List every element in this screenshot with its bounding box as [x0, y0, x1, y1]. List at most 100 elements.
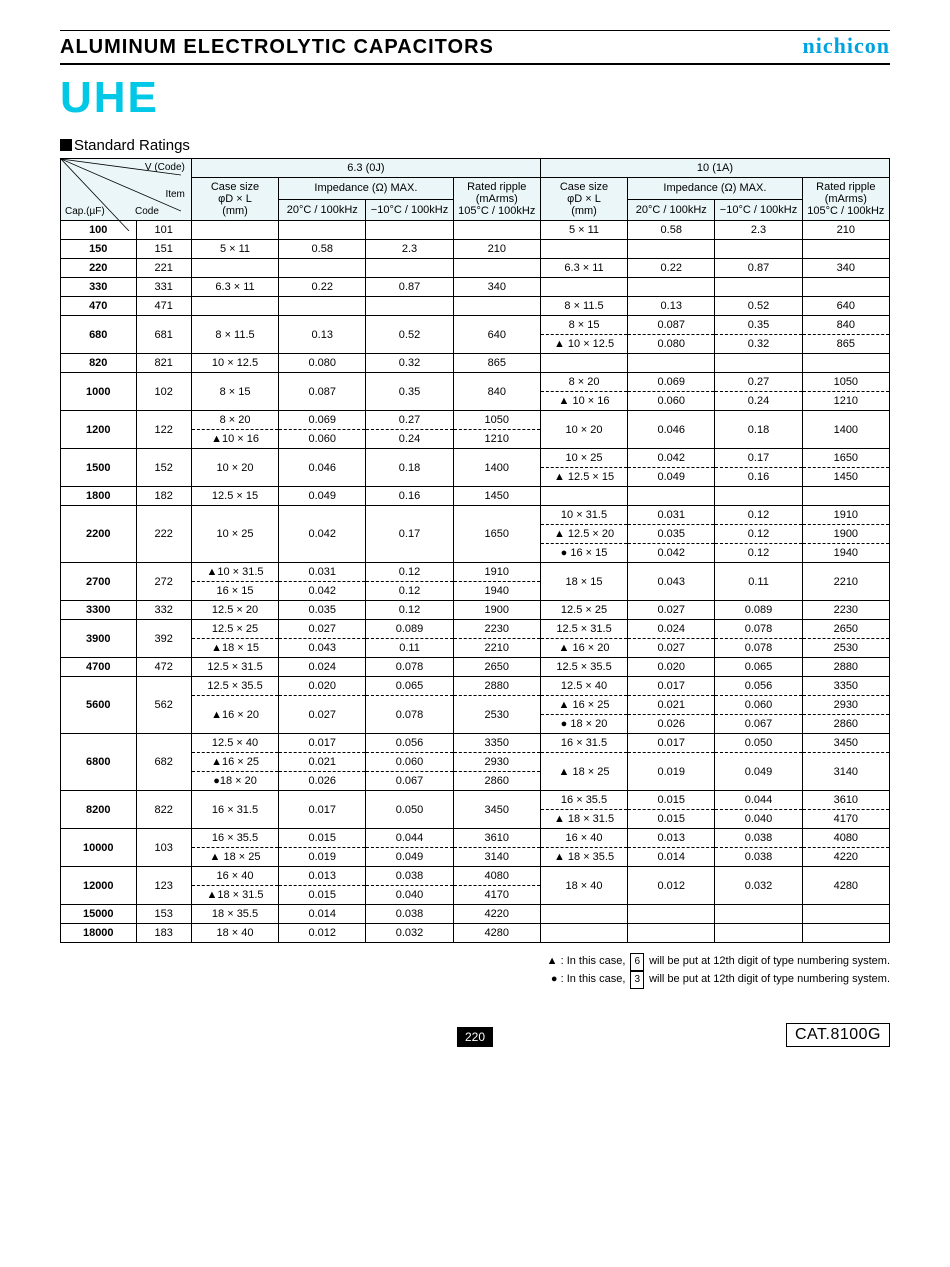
- cell-b-r: [802, 278, 889, 297]
- cell-cap: 6800: [61, 734, 137, 791]
- cell-a-r: [453, 221, 540, 240]
- cell-b-i20: 0.031: [628, 506, 715, 525]
- cell-a-r: 3610: [453, 829, 540, 848]
- cell-a-r: 210: [453, 240, 540, 259]
- cell-b-i20: [628, 240, 715, 259]
- cell-a-im: 0.032: [366, 924, 453, 943]
- fn-cir-tail: will be put at 12th digit of type number…: [649, 973, 890, 985]
- cell-a-case: ▲18 × 31.5: [191, 886, 278, 905]
- cell-a-i20: 0.049: [279, 487, 366, 506]
- cell-a-case: [191, 221, 278, 240]
- cell-code: 153: [136, 905, 191, 924]
- cell-b-i20: [628, 487, 715, 506]
- cell-a-case: 18 × 40: [191, 924, 278, 943]
- cell-a-i20: 0.019: [279, 848, 366, 867]
- cell-a-i20: 0.042: [279, 582, 366, 601]
- cell-b-r: [802, 905, 889, 924]
- cell-b-r: 1210: [802, 392, 889, 411]
- cell-a-case: [191, 297, 278, 316]
- cell-b-i20: 0.012: [628, 867, 715, 905]
- cell-b-im: 0.18: [715, 411, 802, 449]
- cell-b-im: 0.12: [715, 506, 802, 525]
- cell-a-i20: 0.017: [279, 791, 366, 829]
- cell-b-i20: 0.017: [628, 677, 715, 696]
- cell-b-r: 3610: [802, 791, 889, 810]
- cell-a-i20: 0.026: [279, 772, 366, 791]
- cell-a-im: 0.12: [366, 563, 453, 582]
- table-row: 150015210 × 200.0460.18140010 × 250.0420…: [61, 449, 890, 468]
- cell-code: 822: [136, 791, 191, 829]
- cell-a-case: 5 × 11: [191, 240, 278, 259]
- cell-a-im: 0.35: [366, 373, 453, 411]
- cell-b-im: 0.52: [715, 297, 802, 316]
- cell-b-im: 0.35: [715, 316, 802, 335]
- cell-a-r: 4080: [453, 867, 540, 886]
- corner-item: Item: [165, 189, 184, 200]
- cell-a-r: 1910: [453, 563, 540, 582]
- cell-a-case: ▲10 × 31.5: [191, 563, 278, 582]
- cell-b-im: [715, 278, 802, 297]
- cell-cap: 8200: [61, 791, 137, 829]
- cell-b-im: 0.089: [715, 601, 802, 620]
- cell-b-r: 1650: [802, 449, 889, 468]
- cell-a-im: 0.32: [366, 354, 453, 373]
- cell-a-r: 4220: [453, 905, 540, 924]
- cell-b-im: 0.12: [715, 544, 802, 563]
- ratings-table: V (Code) Item Cap.(µF) Code 6.3 (0J) 10 …: [60, 158, 890, 943]
- cell-a-i20: [279, 259, 366, 278]
- cell-b-r: 2230: [802, 601, 889, 620]
- cell-b-r: 1400: [802, 411, 889, 449]
- cell-a-r: 2930: [453, 753, 540, 772]
- cell-b-r: 640: [802, 297, 889, 316]
- cell-a-r: [453, 259, 540, 278]
- cell-code: 562: [136, 677, 191, 734]
- table-row: 330033212.5 × 200.0350.12190012.5 × 250.…: [61, 601, 890, 620]
- cell-a-r: 840: [453, 373, 540, 411]
- cell-b-case: [540, 924, 627, 943]
- table-row: 1501515 × 110.582.3210: [61, 240, 890, 259]
- table-row: 1500015318 × 35.50.0140.0384220: [61, 905, 890, 924]
- fn-cir-lead: ● : In this case,: [551, 973, 626, 985]
- cell-a-case: 8 × 15: [191, 373, 278, 411]
- cell-a-case: ▲10 × 16: [191, 430, 278, 449]
- cell-b-r: 2930: [802, 696, 889, 715]
- section-title: Standard Ratings: [60, 137, 890, 154]
- cell-b-im: [715, 354, 802, 373]
- h-impm10-a: −10°C / 100kHz: [366, 199, 453, 221]
- cell-b-im: 0.24: [715, 392, 802, 411]
- cell-a-r: 2530: [453, 696, 540, 734]
- cell-cap: 220: [61, 259, 137, 278]
- cell-cap: 5600: [61, 677, 137, 734]
- cell-b-case: ● 18 × 20: [540, 715, 627, 734]
- cell-a-r: 1050: [453, 411, 540, 430]
- cell-b-case: 12.5 × 31.5: [540, 620, 627, 639]
- cell-code: 332: [136, 601, 191, 620]
- cell-b-r: 210: [802, 221, 889, 240]
- cell-b-i20: [628, 905, 715, 924]
- cell-a-i20: 0.13: [279, 316, 366, 354]
- cell-code: 222: [136, 506, 191, 563]
- cell-b-i20: 0.060: [628, 392, 715, 411]
- cell-code: 152: [136, 449, 191, 487]
- cell-a-case: 8 × 11.5: [191, 316, 278, 354]
- cell-b-r: 2210: [802, 563, 889, 601]
- cell-b-case: 12.5 × 35.5: [540, 658, 627, 677]
- cell-b-r: 1900: [802, 525, 889, 544]
- cell-cap: 1500: [61, 449, 137, 487]
- cell-cap: 1200: [61, 411, 137, 449]
- cell-b-r: 2860: [802, 715, 889, 734]
- cell-b-im: 0.056: [715, 677, 802, 696]
- cell-b-case: ▲ 10 × 12.5: [540, 335, 627, 354]
- table-row: 10001028 × 150.0870.358408 × 200.0690.27…: [61, 373, 890, 392]
- cell-b-i20: 0.014: [628, 848, 715, 867]
- cell-b-i20: 0.080: [628, 335, 715, 354]
- cell-a-r: 3450: [453, 791, 540, 829]
- cell-a-case: 16 × 40: [191, 867, 278, 886]
- cell-cap: 2700: [61, 563, 137, 601]
- cell-b-im: 0.049: [715, 753, 802, 791]
- cell-a-i20: 0.015: [279, 886, 366, 905]
- table-row: 6806818 × 11.50.130.526408 × 150.0870.35…: [61, 316, 890, 335]
- cell-cap: 15000: [61, 905, 137, 924]
- fn-tri-tail: will be put at 12th digit of type number…: [649, 955, 890, 967]
- cell-b-case: 18 × 40: [540, 867, 627, 905]
